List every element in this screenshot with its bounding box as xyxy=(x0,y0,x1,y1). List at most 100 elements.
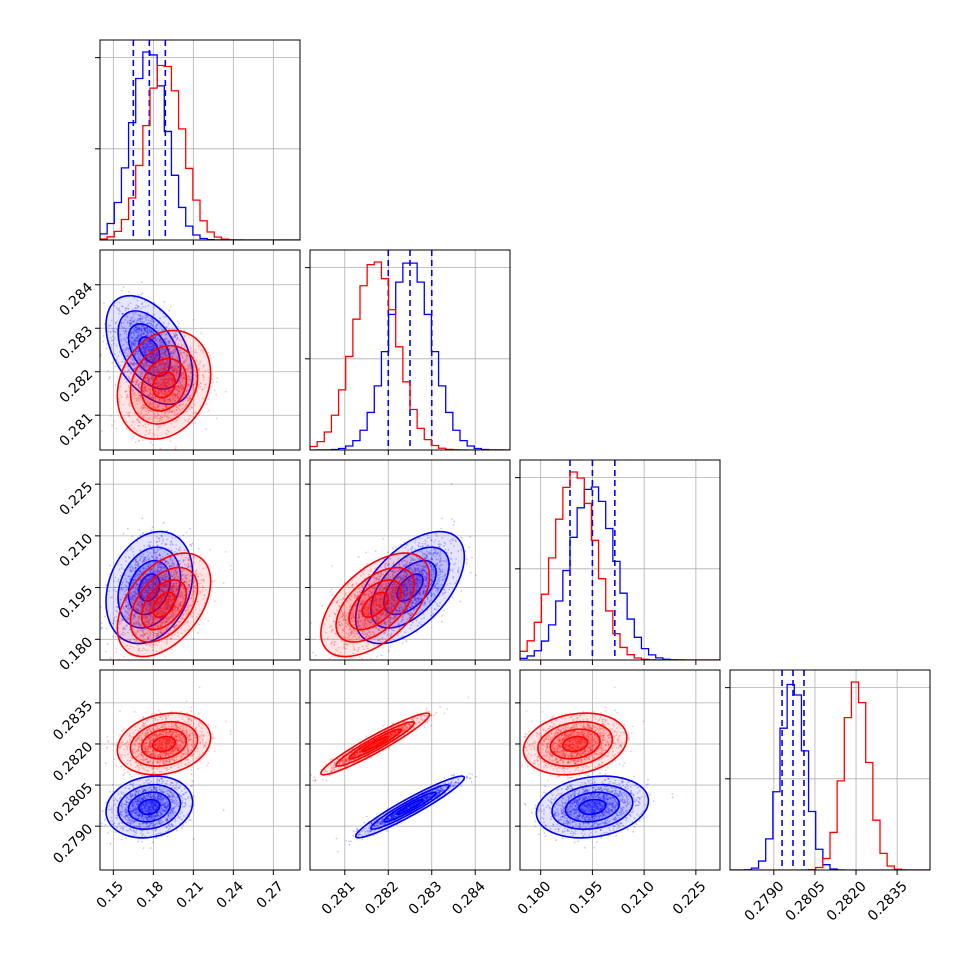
panel-content xyxy=(310,670,510,870)
histogram-1 xyxy=(100,64,300,240)
y-tick-label: 0.284 xyxy=(57,280,97,320)
density-fill-1 xyxy=(117,553,211,657)
density-fill-0 xyxy=(128,323,171,377)
contour-line-0 xyxy=(551,783,634,830)
density-fill-1 xyxy=(336,721,415,767)
contour-line-0 xyxy=(117,783,182,830)
panel-2-0: 0.180 0.195 0.210 0.225 xyxy=(57,459,301,674)
panel-frame xyxy=(99,249,301,451)
density-fill-1 xyxy=(320,553,430,657)
contour-line-1 xyxy=(129,566,199,643)
y-tick-label: 0.2835 xyxy=(50,698,96,744)
contour-line-0 xyxy=(354,775,466,839)
x-tick-label: 0.283 xyxy=(406,878,446,918)
panel-frame xyxy=(309,459,511,661)
contour-line-1 xyxy=(348,728,403,760)
contour-line-1 xyxy=(361,591,390,619)
contour-line-0 xyxy=(117,546,182,629)
histogram-0 xyxy=(730,683,930,870)
contour-line-1 xyxy=(335,566,416,643)
contour-line-1 xyxy=(549,728,601,760)
y-tick-label: 0.282 xyxy=(57,367,97,407)
x-tick-label: 0.15 xyxy=(94,878,127,911)
contour-line-1 xyxy=(348,579,403,631)
density-fill-1 xyxy=(130,567,198,643)
panel-1-1 xyxy=(305,249,511,455)
contour-line-0 xyxy=(117,310,182,390)
density-fill-0 xyxy=(396,574,424,602)
contour-line-1 xyxy=(320,712,431,776)
contour-line-1 xyxy=(320,552,431,658)
density-fill-0 xyxy=(355,776,465,838)
contour-line-0 xyxy=(564,791,621,823)
x-tick-label: 0.282 xyxy=(362,878,402,918)
density-fill-0 xyxy=(536,776,649,838)
y-tick-label: 0.2790 xyxy=(50,821,96,867)
y-tick-label: 0.283 xyxy=(57,323,97,363)
density-fill-0 xyxy=(370,547,450,628)
density-fill-0 xyxy=(105,776,193,838)
density-fill-0 xyxy=(138,799,160,815)
panel-frame xyxy=(309,249,511,451)
contour-line-1 xyxy=(129,720,199,767)
panel-frame xyxy=(729,669,931,871)
histogram-0 xyxy=(100,51,300,240)
panel-0-0 xyxy=(95,39,301,245)
x-tick-label: 0.2835 xyxy=(865,878,911,924)
density-fill-1 xyxy=(362,736,389,752)
contour-line-0 xyxy=(354,530,466,645)
panel-content xyxy=(100,250,300,450)
density-fill-1 xyxy=(349,580,402,630)
contour-line-0 xyxy=(105,294,194,406)
y-tick-label: 0.225 xyxy=(57,479,97,519)
panel-content xyxy=(310,250,510,450)
y-tick-label: 0.210 xyxy=(57,531,97,571)
density-fill-1 xyxy=(141,579,187,630)
panel-content xyxy=(520,460,720,660)
contour-line-0 xyxy=(370,783,450,830)
contour-line-1 xyxy=(129,344,199,425)
contour-line-0 xyxy=(127,323,171,377)
density-fill-1 xyxy=(117,330,211,440)
density-fill-1 xyxy=(141,729,187,759)
contour-line-0 xyxy=(370,546,450,629)
contour-line-1 xyxy=(116,712,212,776)
contour-line-0 xyxy=(138,573,161,602)
y-tick-label: 0.180 xyxy=(57,634,97,674)
density-fill-0 xyxy=(355,531,465,644)
x-tick-label: 0.281 xyxy=(319,878,359,918)
contour-line-1 xyxy=(361,735,390,753)
density-fill-1 xyxy=(523,713,627,775)
contour-line-0 xyxy=(105,530,194,645)
contour-line-1 xyxy=(140,728,188,760)
density-fill-1 xyxy=(141,358,187,411)
x-tick-label: 0.180 xyxy=(515,878,555,918)
panel-content xyxy=(310,460,510,660)
density-fill-1 xyxy=(562,736,588,752)
contour-line-0 xyxy=(127,791,171,823)
density-fill-1 xyxy=(362,592,389,618)
panel-frame xyxy=(519,669,721,871)
x-tick-label: 0.2790 xyxy=(742,878,788,924)
contour-line-1 xyxy=(140,579,188,631)
contour-line-0 xyxy=(105,775,194,839)
x-tick-label: 0.195 xyxy=(566,878,606,918)
x-tick-label: 0.24 xyxy=(214,878,247,911)
density-fill-0 xyxy=(370,784,450,830)
contour-line-1 xyxy=(116,329,212,440)
panel-content xyxy=(100,670,300,870)
contour-line-1 xyxy=(140,357,188,412)
contour-line-1 xyxy=(151,591,176,619)
x-tick-label: 0.2820 xyxy=(824,878,870,924)
panel-3-2: 0.180 0.195 0.210 0.225 xyxy=(515,669,721,918)
contour-line-1 xyxy=(116,552,212,658)
panel-content xyxy=(100,40,300,240)
contour-line-0 xyxy=(396,798,424,816)
panel-content xyxy=(730,670,930,870)
x-tick-label: 0.21 xyxy=(174,878,207,911)
contour-line-1 xyxy=(561,735,589,753)
scatter-points-1 xyxy=(104,686,232,782)
density-fill-0 xyxy=(118,547,181,628)
